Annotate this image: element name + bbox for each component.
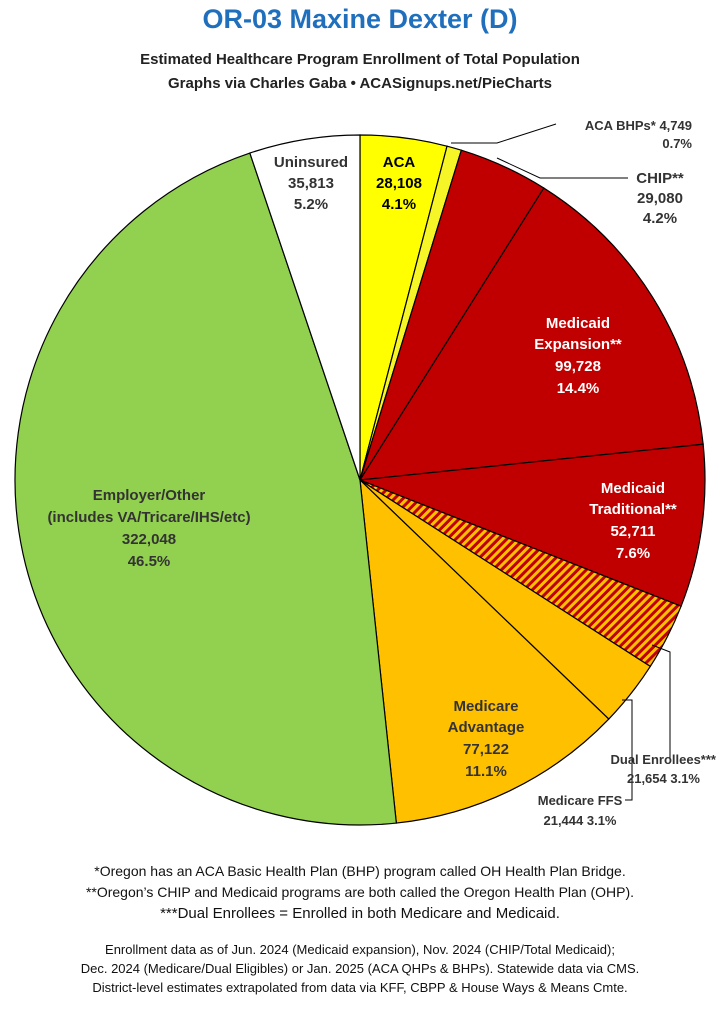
leader-line-chip — [496, 157, 628, 179]
slice-label-unins-percent: 5.2% — [294, 196, 328, 213]
slice-label-madv-name2: Advantage — [448, 719, 525, 736]
slice-label-mtrad-name2: Traditional** — [589, 501, 677, 518]
slice-label-aca-name: ACA — [383, 154, 416, 171]
pie-chart: ACA 28,108 4.1% ACA BHPs* 4,749 0.7% CHI… — [14, 118, 717, 828]
slice-label-mexp-value: 99,728 — [555, 358, 601, 375]
slice-label-chip-percent: 4.2% — [643, 210, 677, 227]
source-note-line1: Enrollment data as of Jun. 2024 (Medicai… — [105, 942, 615, 957]
slice-label-mexp-percent: 14.4% — [557, 380, 600, 397]
leader-line-ffs — [622, 699, 633, 801]
pie-slice-medicare-advantage — [359, 478, 610, 824]
slice-label-ffs-name: Medicare FFS — [538, 793, 623, 808]
slice-label-aca-percent: 4.1% — [382, 196, 416, 213]
slice-label-emp-value: 322,048 — [122, 531, 176, 548]
page-title: OR-03 Maxine Dexter (D) — [202, 4, 518, 34]
chart-subtitle: Estimated Healthcare Program Enrollment … — [140, 51, 580, 68]
slice-label-mtrad-name: Medicaid — [601, 480, 665, 497]
slice-label-mtrad-percent: 7.6% — [616, 545, 650, 562]
footnote-dual-enrollees: ***Dual Enrollees = Enrolled in both Med… — [160, 905, 560, 922]
slice-label-mtrad-value: 52,711 — [610, 523, 655, 540]
slice-label-aca-value: 28,108 — [376, 175, 422, 192]
leader-line-bhp — [451, 123, 557, 144]
slice-label-bhp-percent: 0.7% — [662, 136, 692, 151]
slice-label-chip-value: 29,080 — [637, 190, 683, 207]
chart-credit: Graphs via Charles Gaba • ACASignups.net… — [168, 75, 552, 92]
slice-label-madv-percent: 11.1% — [465, 763, 507, 780]
footnote-chip-medicaid: **Oregon’s CHIP and Medicaid programs ar… — [85, 884, 635, 900]
slice-label-chip-name: CHIP** — [636, 170, 684, 187]
slice-label-ffs-value: 21,444 3.1% — [543, 813, 616, 828]
source-note-line3: District-level estimates extrapolated fr… — [92, 980, 628, 995]
slice-label-emp-name2: (includes VA/Tricare/IHS/etc) — [47, 509, 250, 526]
slice-label-madv-value: 77,122 — [463, 741, 509, 758]
pie-slice-medicaid-expansion — [358, 187, 704, 481]
source-note-line2: Dec. 2024 (Medicare/Dual Eligibles) or J… — [80, 961, 640, 976]
slice-label-bhp-name: ACA BHPs* 4,749 — [585, 118, 692, 133]
slice-label-madv-name: Medicare — [453, 698, 518, 715]
slice-label-emp-name: Employer/Other — [93, 487, 206, 504]
slice-label-emp-percent: 46.5% — [128, 553, 171, 570]
slice-label-mexp-name: Medicaid — [546, 315, 610, 332]
slice-label-mexp-name2: Expansion** — [534, 336, 622, 353]
footnote-bhp: *Oregon has an ACA Basic Health Plan (BH… — [94, 863, 626, 879]
slice-label-dual-value: 21,654 3.1% — [627, 771, 700, 786]
pie-slice-uninsured — [249, 134, 361, 481]
leader-line-dual — [651, 644, 671, 760]
slice-label-unins-name: Uninsured — [274, 154, 348, 171]
pie-slice-employer-other-includes-va-tricare-ihs-etc — [14, 152, 398, 826]
slice-label-dual-name: Dual Enrollees*** — [611, 752, 717, 767]
slice-label-unins-value: 35,813 — [288, 175, 334, 192]
pie-slice-medicaid-traditional — [359, 443, 706, 607]
